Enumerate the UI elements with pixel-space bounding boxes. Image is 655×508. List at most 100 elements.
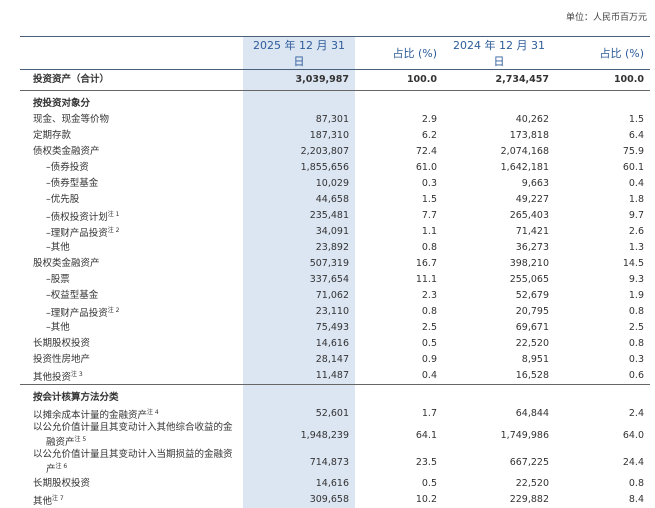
label-text: 其他 [33, 496, 52, 507]
cell-value: 20,795 [443, 304, 555, 320]
cell-value: 1.7 [355, 406, 443, 422]
cell-value: 398,210 [443, 256, 555, 272]
row-label: 债权类金融资产 [20, 144, 243, 160]
cell-value: 64.1 [355, 422, 443, 449]
cell-value: 75.9 [555, 144, 650, 160]
label-text: –股票 [46, 274, 70, 285]
cell-value: 0.9 [355, 352, 443, 368]
cell-value: 2,203,807 [243, 144, 355, 160]
cell-value: 100.0 [355, 70, 443, 91]
cell-value: 0.5 [355, 336, 443, 352]
label-text: –其他 [46, 242, 70, 253]
cell-value: 1.8 [555, 192, 650, 208]
cell-value: 71,421 [443, 224, 555, 240]
cell-value: 49,227 [443, 192, 555, 208]
cell-value: 34,091 [243, 224, 355, 240]
row-label: –股票 [20, 272, 243, 288]
cell-value: 2.9 [355, 112, 443, 128]
cell-value: 22,520 [443, 336, 555, 352]
cell-value: 6.2 [355, 128, 443, 144]
cell-value: 0.5 [355, 476, 443, 492]
cell-value: 14,616 [243, 476, 355, 492]
cell-value: 0.8 [555, 336, 650, 352]
row-label: 现金、现金等价物 [20, 112, 243, 128]
label-text: 债权类金融资产 [33, 146, 100, 157]
label-text: 现金、现金等价物 [33, 114, 109, 125]
cell-value: 1,642,181 [443, 160, 555, 176]
cell-value: 11,487 [243, 368, 355, 385]
cell-value: 235,481 [243, 208, 355, 224]
row-label: 股权类金融资产 [20, 256, 243, 272]
cell-value: 24.4 [555, 449, 650, 476]
footnote-ref: 注 2 [108, 307, 120, 314]
cell-value: 265,403 [443, 208, 555, 224]
cell-value: 69,671 [443, 320, 555, 336]
cell-value: 28,147 [243, 352, 355, 368]
spacer-cell [555, 390, 650, 406]
cell-value: 9,663 [443, 176, 555, 192]
cell-value: 0.8 [555, 476, 650, 492]
cell-value: 36,273 [443, 240, 555, 256]
cell-value: 2,734,457 [443, 70, 555, 91]
cell-value: 52,601 [243, 406, 355, 422]
cell-value: 1.5 [355, 192, 443, 208]
section-title: 按会计核算方法分类 [20, 390, 243, 406]
cell-value: 0.3 [355, 176, 443, 192]
spacer-cell [443, 96, 555, 112]
cell-value: 23.5 [355, 449, 443, 476]
cell-value: 0.4 [555, 176, 650, 192]
row-label: 以公允价值计量且其变动计入当期损益的金融资产注 6 [20, 449, 243, 476]
spacer-cell [355, 390, 443, 406]
label-text: –理财产品投资 [46, 308, 108, 319]
label-text: –债券型基金 [46, 178, 98, 189]
label-text: 定期存款 [33, 130, 71, 141]
cell-value: 0.8 [555, 304, 650, 320]
cell-value: 75,493 [243, 320, 355, 336]
cell-value: 100.0 [555, 70, 650, 91]
section-row: 按投资对象分 [20, 96, 650, 112]
cell-value: 255,065 [443, 272, 555, 288]
label-text: 以摊余成本计量的金融资产 [33, 410, 147, 421]
footnote-ref: 注 7 [52, 495, 64, 502]
investment-table: 2025 年 12 月 31 日占比 (%)2024 年 12 月 31 日占比… [20, 36, 650, 508]
row-label: –债权投资计划注 1 [20, 208, 243, 224]
footnote-ref: 注 3 [71, 371, 83, 378]
row-label: 长期股权投资 [20, 336, 243, 352]
cell-value: 714,873 [243, 449, 355, 476]
spacer-cell [243, 390, 355, 406]
cell-value: 2.6 [555, 224, 650, 240]
cell-value: 309,658 [243, 492, 355, 508]
label-text: –债权投资计划 [46, 212, 108, 223]
cell-value: 9.3 [555, 272, 650, 288]
label-text: 投资性房地产 [33, 354, 90, 365]
cell-value: 61.0 [355, 160, 443, 176]
cell-value: 8.4 [555, 492, 650, 508]
row-label: 以公允价值计量且其变动计入其他综合收益的金融资产注 5 [20, 422, 243, 449]
cell-value: 0.8 [355, 240, 443, 256]
cell-value: 3,039,987 [243, 70, 355, 91]
cell-value: 72.4 [355, 144, 443, 160]
header-blank [20, 37, 243, 70]
row-label: 其他投资注 3 [20, 368, 243, 385]
label-text: –理财产品投资 [46, 228, 108, 239]
row-label: 投资资产（合计） [20, 70, 243, 91]
label-text: –债券投资 [46, 162, 89, 173]
